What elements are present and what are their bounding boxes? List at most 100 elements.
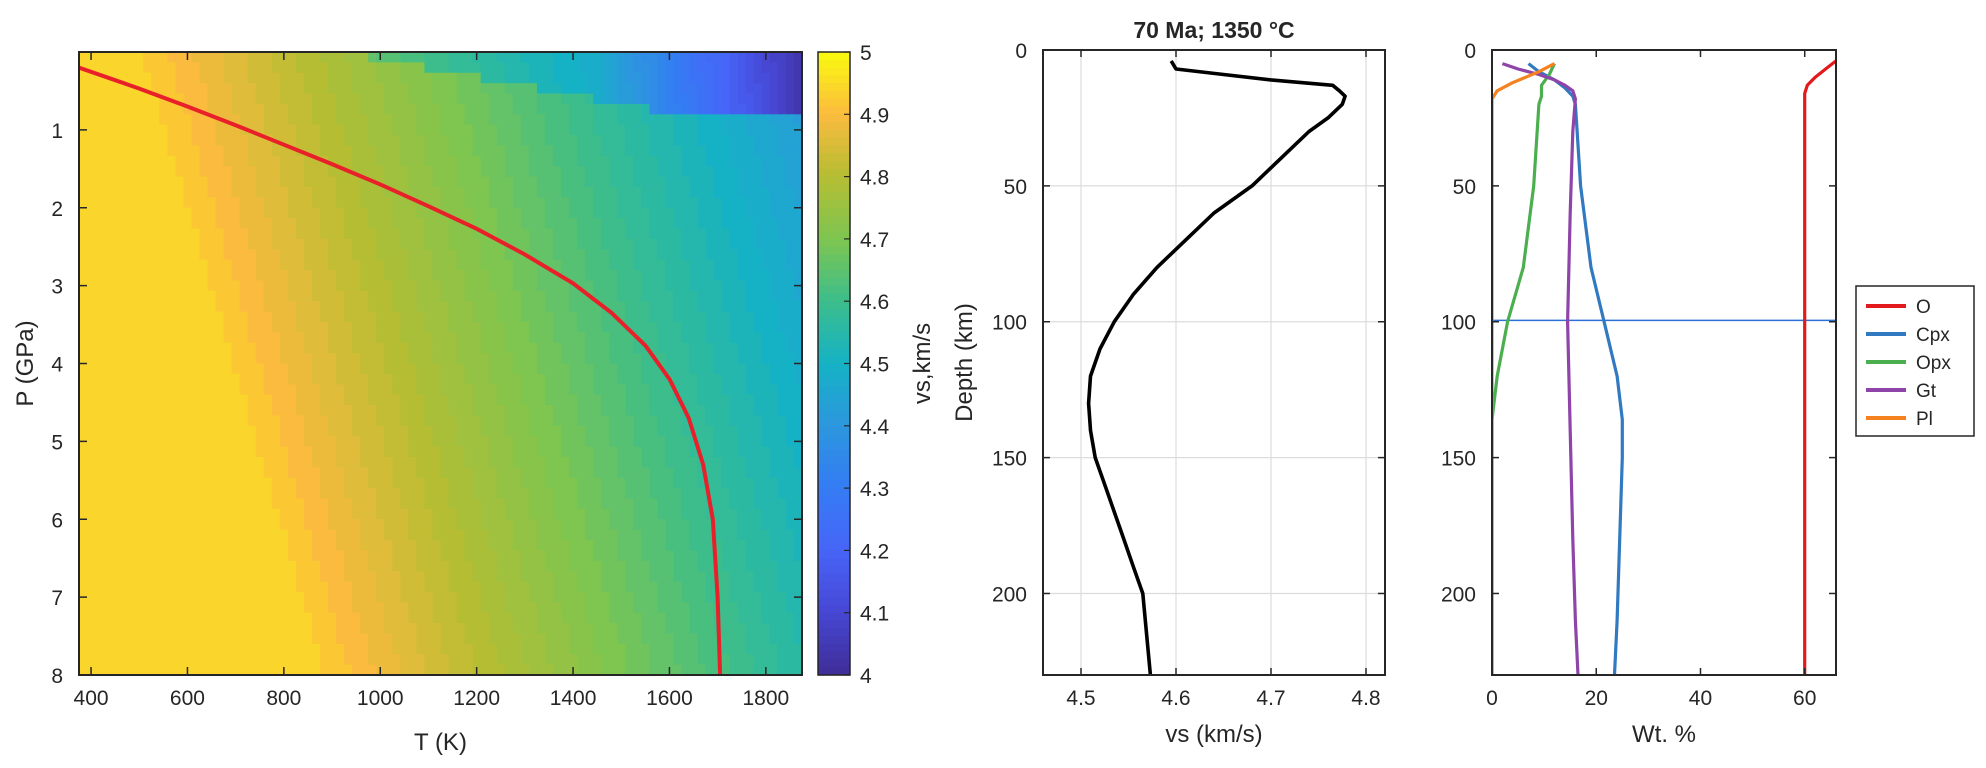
heatmap-cell [432,373,442,385]
heatmap-cell [384,643,393,655]
heatmap-cell [376,394,385,406]
heatmap-cell [215,425,225,437]
heatmap-cell [512,290,522,302]
heatmap-cell [295,62,305,74]
heatmap-cell [320,415,329,427]
heatmap-cell [215,197,225,209]
heatmap-cell [544,176,554,188]
heatmap-cell [287,456,297,468]
heatmap-cell [159,425,168,437]
heatmap-cell [729,477,739,489]
heatmap-cell [223,124,233,136]
heatmap-cell [127,456,136,468]
heatmap-cell [601,270,610,282]
heatmap-cell [633,394,642,406]
heatmap-cell [320,560,329,572]
heatmap-cell [207,280,217,292]
heatmap-cell [593,342,602,354]
heatmap-cell [95,124,104,136]
heatmap-cell [287,135,297,147]
heatmap-cell [657,145,667,157]
heatmap-cell [721,218,731,230]
heatmap-cell [496,228,506,240]
heatmap-cell [295,353,305,365]
heatmap-cell [127,103,136,115]
heatmap-cell [392,477,401,489]
heatmap-cell [311,415,321,427]
heatmap-cell [713,311,723,323]
heatmap-cell [440,508,450,520]
heatmap-cell [400,124,409,136]
heatmap-cell [199,166,209,178]
heatmap-cell [223,519,233,531]
heatmap-cell [111,436,120,448]
heatmap-cell [544,633,554,645]
heatmap-cell [287,664,297,675]
heatmap-cell [255,197,265,209]
heatmap-cell [424,186,434,198]
heatmap-cell [472,456,482,468]
heatmap-cell [328,519,337,531]
heatmap-cell [496,249,506,261]
heatmap-cell [737,384,747,396]
heatmap-cell [617,540,626,551]
heatmap-cell [456,259,466,271]
heatmap-cell [585,72,594,84]
heatmap-cell [432,280,442,292]
heatmap-cell [368,280,377,292]
heatmap-cell [713,228,723,240]
heatmap-cell [641,249,650,261]
heatmap-cell [737,103,747,115]
heatmap-cell [569,238,578,250]
heatmap-cell [552,571,562,583]
heatmap-cell [585,280,594,292]
heatmap-cell [344,467,353,479]
heatmap-cell [207,529,217,541]
heatmap-cell [561,114,570,126]
heatmap-cell [151,72,160,84]
heatmap-cell [585,207,594,219]
heatmap-cell [721,207,731,219]
heatmap-cell [207,519,217,531]
heatmap-cell [247,280,257,292]
heatmap-cell [609,446,618,458]
heatmap-cell [287,72,297,84]
heatmap-cell [713,436,723,448]
heatmap-cell [536,290,546,302]
heatmap-cell [472,259,482,271]
heatmap-cell [255,135,265,147]
heatmap-cell [496,623,506,635]
heatmap-cell [705,560,715,572]
heatmap-cell [601,467,610,479]
heatmap-cell [561,602,570,614]
heatmap-cell [569,581,578,593]
heatmap-cell [472,93,482,105]
heatmap-cell [649,270,658,282]
heatmap-cell [689,332,699,344]
heatmap-cell [633,72,642,84]
heatmap-cell [721,197,731,209]
heatmap-cell [376,207,385,219]
heatmap-cell [239,498,249,510]
heatmap-cell [231,135,241,147]
heatmap-cell [520,103,530,115]
heatmap-cell [127,560,136,572]
heatmap-cell [263,135,273,147]
heatmap-cell [456,114,466,126]
heatmap-cell [119,114,128,126]
heatmap-cell [617,560,626,572]
heatmap-cell [729,301,739,313]
heatmap-cell [472,311,482,323]
heatmap-cell [729,467,739,479]
heatmap-cell [641,83,650,95]
heatmap-cell [376,415,385,427]
heatmap-cell [231,249,241,261]
heatmap-cell [175,664,185,675]
heatmap-cell [95,415,104,427]
heatmap-cell [207,93,217,105]
heatmap-cell [408,602,417,614]
heatmap-cell [609,145,618,157]
heatmap-cell [239,114,249,126]
heatmap-cell [729,363,739,375]
